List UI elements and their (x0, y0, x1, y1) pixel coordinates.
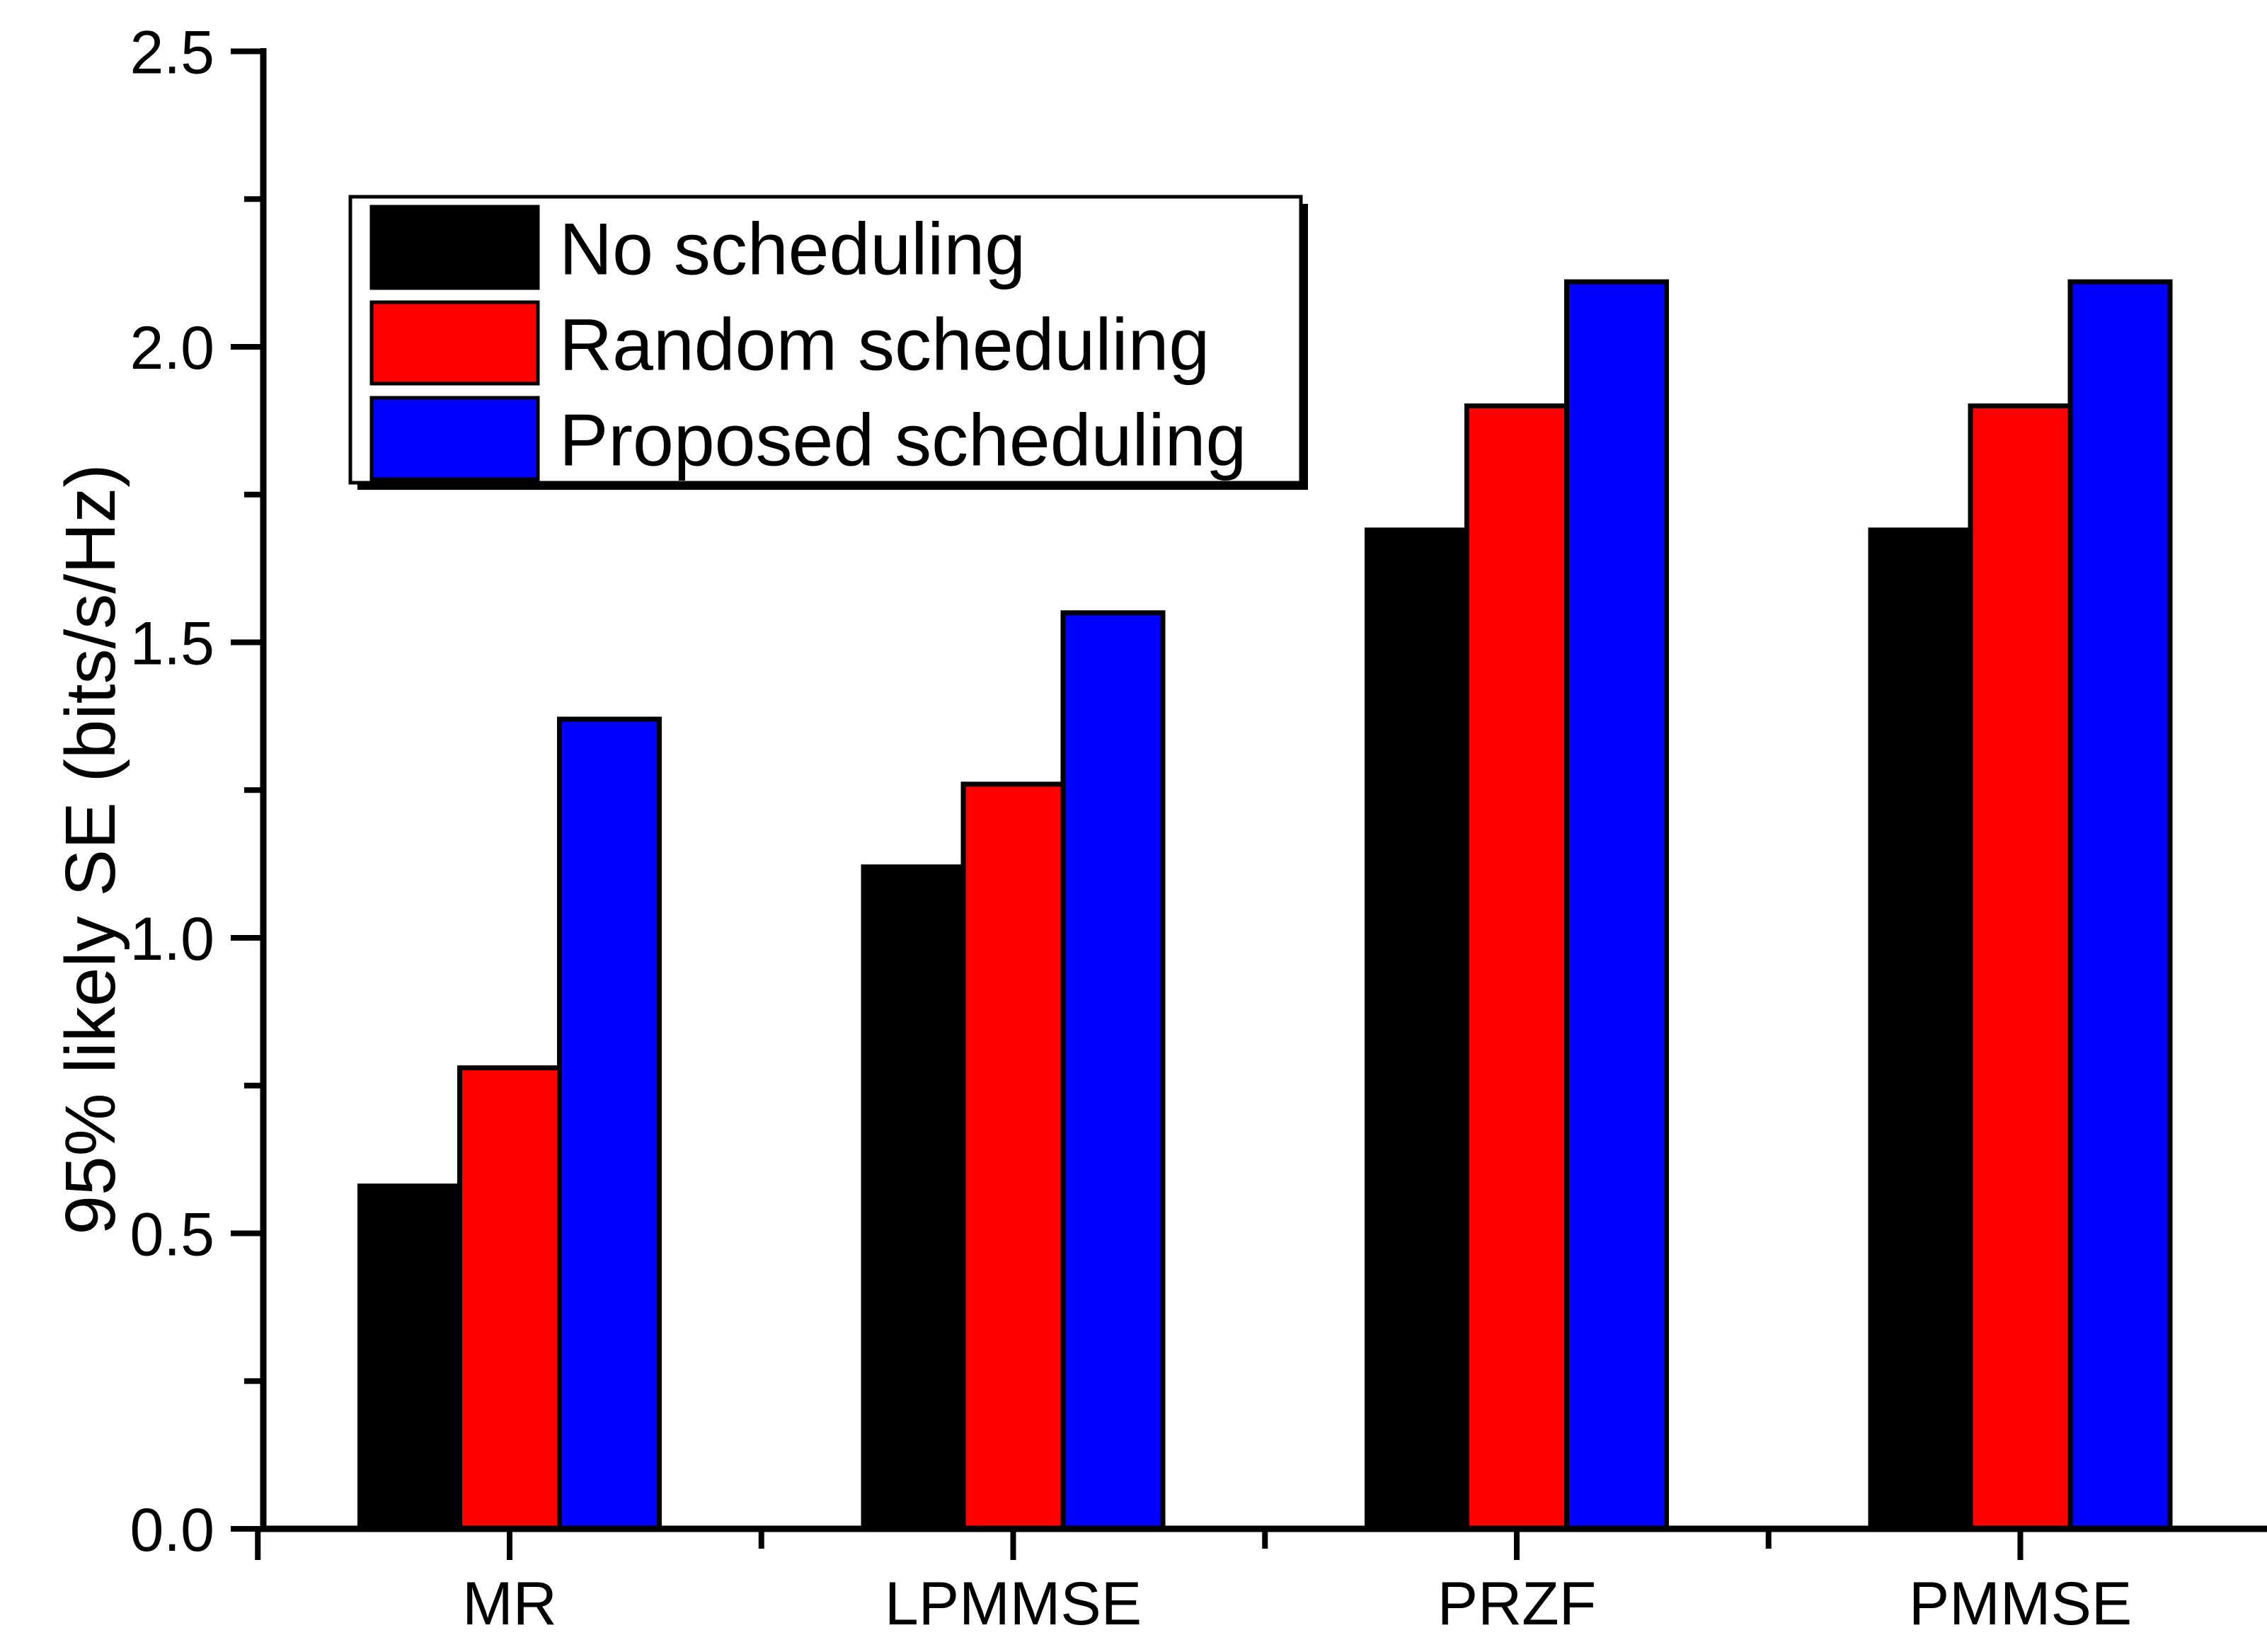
bar-przf-random-scheduling (1464, 403, 1569, 1532)
bar-przf-no-scheduling (1365, 527, 1469, 1532)
bar-pmmse-random-scheduling (1968, 403, 2073, 1532)
legend-swatch-no-scheduling (369, 205, 540, 290)
bar-lpmmse-random-scheduling (960, 781, 1066, 1532)
bar-lpmmse-proposed-scheduling (1060, 610, 1166, 1532)
legend-label-no-scheduling: No scheduling (559, 209, 1026, 291)
x-category-label-pmmse: PMMSE (1909, 1570, 2132, 1638)
x-category-label-lpmmse: LPMMSE (885, 1570, 1142, 1638)
y-tick-label-1.0: 1.0 (130, 905, 214, 973)
x-category-label-mr: MR (462, 1570, 557, 1638)
axes-layer (231, 48, 2267, 1560)
bar-mr-proposed-scheduling (557, 716, 662, 1532)
legend-swatch-random-scheduling (369, 300, 540, 386)
y-tick-label-0.0: 0.0 (130, 1496, 214, 1564)
bar-lpmmse-no-scheduling (861, 864, 966, 1532)
bar-pmmse-proposed-scheduling (2067, 279, 2173, 1532)
x-category-label-przf: PRZF (1437, 1570, 1597, 1638)
y-tick-label-1.5: 1.5 (130, 610, 214, 678)
y-tick-label-2.0: 2.0 (130, 314, 214, 382)
labels-layer: 0.0 0.5 1.0 1.5 2.0 2.5 MR LPMMSE PRZF PMMSE (130, 19, 2132, 1639)
bar-przf-proposed-scheduling (1564, 279, 1669, 1532)
bar-mr-random-scheduling (457, 1065, 562, 1532)
legend: No scheduling Random scheduling Proposed s… (348, 195, 1308, 490)
y-tick-label-2.5: 2.5 (130, 19, 214, 87)
bar-pmmse-no-scheduling (1868, 527, 1973, 1532)
bar-mr-no-scheduling (357, 1183, 462, 1532)
legend-label-proposed-scheduling: Proposed scheduling (559, 400, 1246, 482)
bars-layer (357, 279, 2173, 1532)
legend-label-random-scheduling: Random scheduling (559, 304, 1210, 386)
y-axis-title: 95% likely SE (bits/s/Hz) (51, 464, 130, 1234)
legend-swatch-proposed-scheduling (369, 396, 540, 481)
y-tick-label-0.5: 0.5 (130, 1201, 214, 1269)
